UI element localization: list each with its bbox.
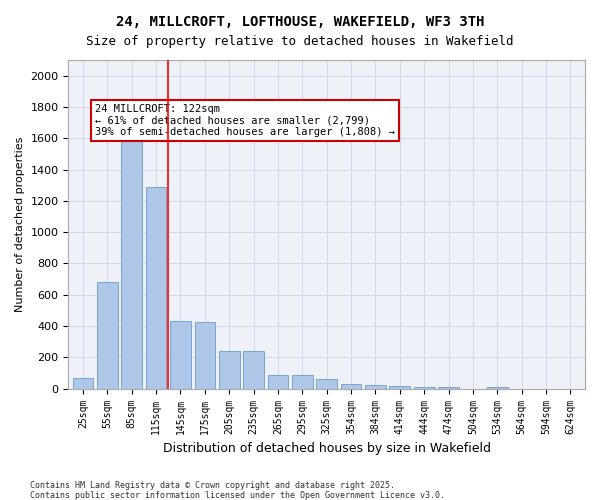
- Bar: [487, 387, 508, 388]
- Bar: [243, 351, 264, 389]
- Bar: [97, 282, 118, 389]
- Bar: [121, 130, 142, 388]
- Bar: [316, 380, 337, 388]
- Bar: [194, 322, 215, 388]
- Text: 24, MILLCROFT, LOFTHOUSE, WAKEFIELD, WF3 3TH: 24, MILLCROFT, LOFTHOUSE, WAKEFIELD, WF3…: [116, 15, 484, 29]
- Bar: [438, 387, 459, 388]
- Y-axis label: Number of detached properties: Number of detached properties: [15, 136, 25, 312]
- Bar: [414, 387, 434, 388]
- Bar: [219, 351, 239, 389]
- Bar: [341, 384, 361, 388]
- Text: Contains public sector information licensed under the Open Government Licence v3: Contains public sector information licen…: [30, 491, 445, 500]
- Bar: [389, 386, 410, 388]
- X-axis label: Distribution of detached houses by size in Wakefield: Distribution of detached houses by size …: [163, 442, 491, 455]
- Bar: [146, 187, 166, 388]
- Text: Contains HM Land Registry data © Crown copyright and database right 2025.: Contains HM Land Registry data © Crown c…: [30, 481, 395, 490]
- Bar: [365, 385, 386, 388]
- Bar: [73, 378, 94, 388]
- Text: Size of property relative to detached houses in Wakefield: Size of property relative to detached ho…: [86, 35, 514, 48]
- Bar: [268, 374, 289, 388]
- Bar: [292, 374, 313, 388]
- Text: 24 MILLCROFT: 122sqm
← 61% of detached houses are smaller (2,799)
39% of semi-de: 24 MILLCROFT: 122sqm ← 61% of detached h…: [95, 104, 395, 137]
- Bar: [170, 322, 191, 388]
